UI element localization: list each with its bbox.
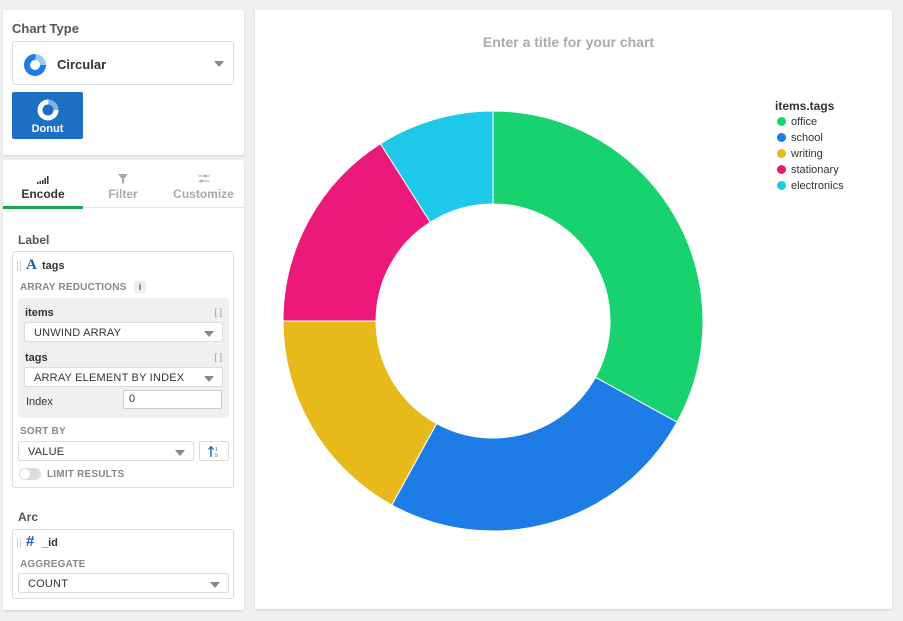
donut-slice-writing[interactable] xyxy=(282,320,438,506)
legend-swatch xyxy=(777,117,786,126)
legend-item-writing[interactable]: writing xyxy=(775,148,844,164)
index-input[interactable]: 0 xyxy=(123,390,222,409)
legend-label: office xyxy=(791,116,818,128)
label-field-name: tags xyxy=(42,260,65,272)
sort-by-value: VALUE xyxy=(28,446,65,458)
encode-icon xyxy=(37,173,49,187)
reduction-items-label: items xyxy=(25,307,54,319)
aggregate-label: AGGREGATE xyxy=(20,559,86,570)
number-type-icon: # xyxy=(26,533,35,550)
chevron-down-icon xyxy=(214,61,224,67)
chart-type-select[interactable]: Circular xyxy=(12,41,234,85)
panel-tabs: Encode Filter Customize xyxy=(3,160,244,209)
donut-chart xyxy=(282,110,704,532)
array-brackets-icon: [ ] xyxy=(214,352,222,362)
arc-section-title: Arc xyxy=(18,510,39,524)
legend-swatch xyxy=(777,181,786,190)
tab-encode[interactable]: Encode xyxy=(3,160,83,209)
chart-type-panel: Chart Type Circular Donut xyxy=(3,10,244,155)
donut-subtype-button[interactable]: Donut xyxy=(12,92,83,139)
chevron-down-icon xyxy=(204,376,214,382)
sort-by-label: SORT BY xyxy=(20,426,66,437)
drag-handle-icon[interactable] xyxy=(17,538,21,548)
aggregate-value: COUNT xyxy=(28,578,69,590)
legend-item-office[interactable]: office xyxy=(775,116,844,132)
chart-legend: items.tags office school writing stationary… xyxy=(775,99,844,196)
limit-results-toggle[interactable] xyxy=(19,468,41,480)
sliders-icon xyxy=(198,173,209,187)
tab-customize-label: Customize xyxy=(173,187,234,201)
legend-label: stationary xyxy=(791,164,839,176)
encode-panel: Encode Filter Customize xyxy=(3,160,244,610)
legend-swatch xyxy=(777,133,786,142)
legend-item-stationary[interactable]: stationary xyxy=(775,164,844,180)
chevron-down-icon xyxy=(210,582,220,588)
sort-order-icon: 1 9 xyxy=(208,445,222,463)
tab-encode-label: Encode xyxy=(21,187,65,201)
chart-type-value: Circular xyxy=(57,57,107,72)
donut-slice-office[interactable] xyxy=(492,110,704,423)
svg-text:1: 1 xyxy=(215,447,218,453)
info-icon[interactable]: i xyxy=(134,281,146,293)
limit-results-label: LIMIT RESULTS xyxy=(47,469,125,480)
chart-title[interactable]: Enter a title for your chart xyxy=(482,34,655,50)
array-brackets-icon: [ ] xyxy=(214,307,222,317)
label-field-card: A tags ARRAY REDUCTIONS i items [ ] UNWI… xyxy=(12,251,234,488)
tags-reduction-select[interactable]: ARRAY ELEMENT BY INDEX xyxy=(24,367,223,387)
arc-field-card: # _id AGGREGATE COUNT xyxy=(12,529,234,599)
index-label: Index xyxy=(26,396,53,408)
drag-handle-icon[interactable] xyxy=(17,261,21,271)
string-type-icon: A xyxy=(26,257,37,273)
filter-icon xyxy=(118,173,128,187)
reduction-tags-label: tags xyxy=(25,352,48,364)
donut-subtype-label: Donut xyxy=(31,123,64,135)
legend-item-electronics[interactable]: electronics xyxy=(775,180,844,196)
tab-filter-label: Filter xyxy=(108,187,138,201)
legend-title: items.tags xyxy=(775,99,835,113)
donut-slice-school[interactable] xyxy=(391,376,678,532)
chart-canvas: Enter a title for your chart items.tags … xyxy=(255,10,892,609)
svg-text:9: 9 xyxy=(215,453,218,458)
legend-swatch xyxy=(777,165,786,174)
legend-item-school[interactable]: school xyxy=(775,132,844,148)
items-reduction-value: UNWIND ARRAY xyxy=(34,327,122,339)
aggregate-select[interactable]: COUNT xyxy=(18,573,229,593)
array-reductions-panel: items [ ] UNWIND ARRAY tags [ ] ARRAY EL… xyxy=(18,298,229,418)
items-reduction-select[interactable]: UNWIND ARRAY xyxy=(24,322,223,342)
legend-label: writing xyxy=(791,148,823,160)
legend-swatch xyxy=(777,149,786,158)
sort-order-button[interactable]: 1 9 xyxy=(199,441,229,461)
array-reductions-label: ARRAY REDUCTIONS xyxy=(20,282,127,293)
sidebar: Chart Type Circular Donut xyxy=(0,0,248,621)
circular-chart-icon xyxy=(23,53,47,82)
label-section-title: Label xyxy=(18,233,50,247)
tags-reduction-value: ARRAY ELEMENT BY INDEX xyxy=(34,372,185,384)
legend-label: school xyxy=(791,132,823,144)
tab-filter[interactable]: Filter xyxy=(83,160,163,208)
chevron-down-icon xyxy=(204,331,214,337)
chart-type-title: Chart Type xyxy=(12,21,79,36)
arc-field-name: _id xyxy=(42,537,58,549)
sort-by-select[interactable]: VALUE xyxy=(18,441,194,461)
legend-label: electronics xyxy=(791,180,844,192)
donut-icon xyxy=(36,98,60,125)
chevron-down-icon xyxy=(175,450,185,456)
tab-customize[interactable]: Customize xyxy=(163,160,244,208)
donut-slice-electronics[interactable] xyxy=(379,110,494,223)
